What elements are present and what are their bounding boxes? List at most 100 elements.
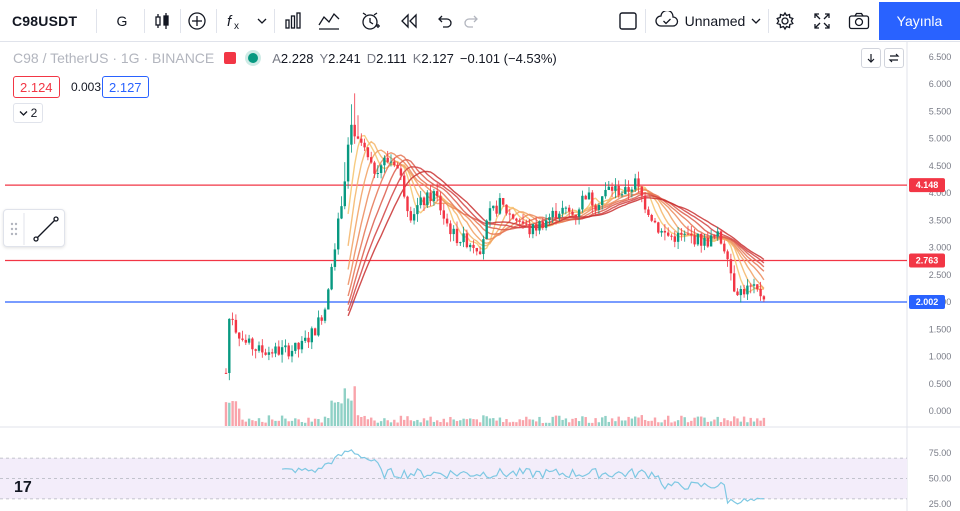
candle-body [346,144,350,182]
candle-body [502,198,505,205]
candle-body [676,232,680,242]
volume-bar [548,422,551,426]
candle-body [426,192,429,206]
tradingview-logo[interactable]: 17 [14,479,32,496]
volume-bar [492,418,495,426]
drag-handle-icon[interactable] [10,222,18,236]
candle-body [307,337,310,343]
market-status-icon[interactable] [248,53,259,63]
maximize-pane-icon[interactable] [884,48,904,68]
templates-icon[interactable] [280,5,306,37]
snapshot-icon[interactable] [845,5,873,37]
candle-body [389,161,393,163]
volume-bar [313,418,317,426]
candle-body [624,187,627,195]
layout-icon[interactable] [614,5,642,37]
volume-bar [568,422,571,426]
replay-icon[interactable] [396,5,422,37]
candle-body [581,195,584,210]
volume-bar [445,422,449,426]
volume-bar [610,418,614,426]
candle-body [703,237,706,246]
undo-icon[interactable] [432,5,456,37]
volume-bar [277,420,280,426]
redo-icon[interactable] [460,5,484,37]
candle-body [465,233,469,248]
chart-area[interactable]: 6.500 6.000 5.500 5.000 4.500 4.000 3.500 3.000… [0,42,960,511]
candle-body [459,242,462,244]
volume-bar [224,402,228,426]
volume-bar [274,420,277,426]
price-label-text: 4.148 [916,180,939,190]
volume-bar [587,422,591,426]
candle-body [277,346,280,355]
candle-body [544,220,548,228]
rsi-tick-label: 25.00 [929,499,952,509]
volume-bar [723,418,726,426]
volume-bar [706,421,709,426]
volume-bar [624,420,627,426]
chevron-down-icon[interactable] [252,5,272,37]
candle-body [538,221,541,231]
settings-icon[interactable] [771,5,799,37]
candle-body [228,318,231,374]
candle-body [409,211,412,221]
buy-price-button[interactable]: 2.127 [102,76,149,98]
volume-bar [663,419,667,426]
candle-body [548,217,551,221]
candle-body [614,185,617,191]
candle-body [733,273,736,292]
candle-body [393,161,396,166]
volume-bar [657,422,660,426]
candle-body [660,230,663,233]
volume-bar [284,418,287,426]
rsi-axis[interactable]: 75.00 50.00 25.00 [929,448,952,509]
candle-body [528,223,531,235]
price-label-text: 2.002 [916,297,939,307]
volume-bar [360,416,363,426]
alert-icon[interactable] [356,5,384,37]
trend-line-icon[interactable] [33,216,59,242]
publish-button[interactable]: Yayınla [879,2,960,40]
volume-bar [294,418,297,426]
collapse-indicators-button[interactable]: 2 [13,103,43,123]
volume-bar [749,417,752,426]
volume-bar [452,419,455,426]
sell-price-button[interactable]: 2.124 [13,76,60,98]
volume-bar [238,408,241,426]
price-label-box [909,178,945,193]
price-axis[interactable]: 6.500 6.000 5.500 5.000 4.500 4.000 3.500 3.000… [909,52,951,416]
candle-body [713,235,716,237]
price-chart[interactable]: 6.500 6.000 5.500 5.000 4.500 4.000 3.500 3.000… [0,42,960,511]
low-value: 2.111 [376,50,407,66]
interval-button[interactable]: G [116,13,128,29]
volume-bar [531,419,535,426]
volume-bar [647,421,650,426]
scroll-down-icon[interactable] [861,48,881,68]
candles-icon[interactable] [150,5,174,37]
candle-body [244,339,247,343]
symbol-search-button[interactable]: C98USDT [12,13,78,29]
candle-body [696,233,700,245]
candle-body [257,345,261,351]
volume-bar [726,420,729,426]
candle-body [403,175,406,197]
compare-icon[interactable] [316,5,342,37]
fullscreen-icon[interactable] [808,5,836,37]
flag-icon[interactable] [224,52,237,64]
volume-bar [713,419,716,426]
add-indicator-icon[interactable] [184,5,210,37]
volume-bar [541,422,544,426]
volume-bar [607,421,610,426]
volume-bar [469,418,472,426]
candle-body [462,233,465,243]
cloud-icon [655,9,679,32]
drawing-toolbar[interactable] [3,209,65,247]
layout-name-button[interactable]: Unnamed [648,5,768,37]
toolbar-divider [96,9,97,33]
price-tick-label: 0.500 [929,379,952,389]
chevron-down-icon [751,13,761,29]
volume-bar [502,422,505,426]
